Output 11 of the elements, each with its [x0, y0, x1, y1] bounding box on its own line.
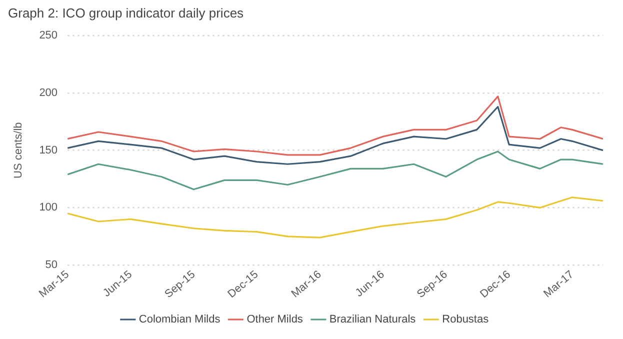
y-tick-label: 150 — [39, 144, 58, 156]
legend-label: Brazilian Naturals — [329, 314, 416, 326]
chart-title: Graph 2: ICO group indicator daily prices — [8, 5, 244, 20]
y-tick-label: 250 — [39, 30, 58, 42]
y-tick-label: 200 — [39, 87, 58, 100]
y-tick-label: 100 — [39, 202, 58, 214]
legend-label: Colombian Milds — [138, 314, 221, 326]
legend-label: Other Milds — [246, 314, 304, 326]
y-axis-title: US cents/lb — [12, 122, 25, 178]
y-tick-label: 50 — [45, 259, 58, 272]
legend-label: Robustas — [442, 314, 490, 326]
